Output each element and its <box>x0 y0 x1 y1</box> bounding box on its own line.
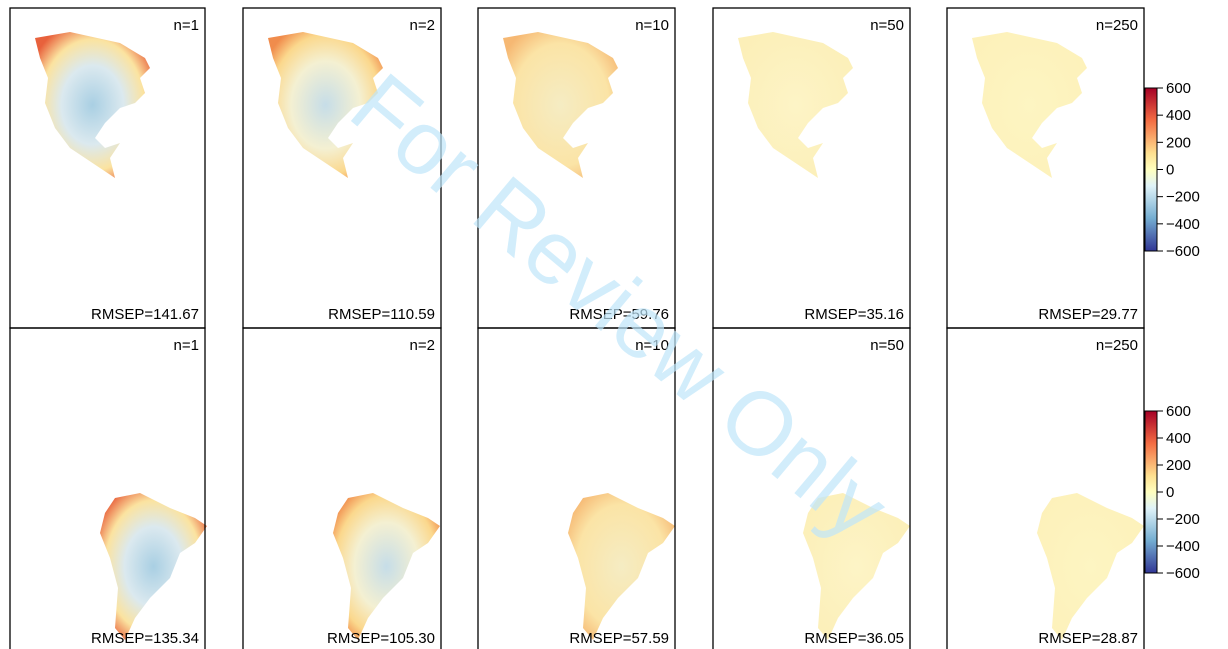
colorbar-tick-label: 400 <box>1166 107 1191 124</box>
rmsep-label: RMSEP=141.67 <box>91 306 199 323</box>
colorbar-tick-label: 400 <box>1166 430 1191 447</box>
panels: n=1RMSEP=141.67n=2RMSEP=110.59n=10RMSEP=… <box>9 7 1200 649</box>
map-region <box>100 493 207 640</box>
panel-n-label: n=250 <box>1096 337 1138 354</box>
colorbar <box>1144 410 1158 574</box>
rmsep-label: RMSEP=110.59 <box>328 306 435 323</box>
rmsep-label: RMSEP=135.34 <box>91 630 199 647</box>
rmsep-label: RMSEP=59.76 <box>569 306 669 323</box>
rmsep-label: RMSEP=29.77 <box>1038 306 1138 323</box>
colorbar-tick-label: −600 <box>1166 565 1200 582</box>
colorbar-tick-label: −600 <box>1166 243 1200 260</box>
colorbar-tick-label: 0 <box>1166 162 1174 179</box>
map-region <box>333 493 440 640</box>
colorbar-tick-label: 0 <box>1166 484 1174 501</box>
panel-frame <box>9 327 206 649</box>
colorbar <box>1144 87 1158 252</box>
rmsep-label: RMSEP=36.05 <box>804 630 904 647</box>
map-region <box>503 32 618 178</box>
map-region <box>268 32 383 178</box>
rmsep-label: RMSEP=105.30 <box>327 630 435 647</box>
colorbar-tick-label: −400 <box>1166 216 1200 233</box>
colorbar-tick-label: 600 <box>1166 403 1191 420</box>
panel-n-label: n=50 <box>870 17 904 34</box>
panel-n-label: n=10 <box>635 337 669 354</box>
colorbar-tick-label: −200 <box>1166 189 1200 206</box>
map-region <box>803 493 910 640</box>
colorbar-tick-label: −400 <box>1166 538 1200 555</box>
panel-n-label: n=1 <box>174 17 199 34</box>
colorbar-tick-label: 600 <box>1166 80 1191 97</box>
rmsep-label: RMSEP=35.16 <box>804 306 904 323</box>
panel-n-label: n=250 <box>1096 17 1138 34</box>
panel-frame <box>712 327 911 649</box>
colorbar-tick-label: 200 <box>1166 457 1191 474</box>
rmsep-label: RMSEP=57.59 <box>569 630 669 647</box>
map-region <box>972 32 1087 178</box>
panel-frame <box>477 327 676 649</box>
map-region <box>1037 493 1144 640</box>
map-region <box>738 32 853 178</box>
panel-frame <box>242 327 442 649</box>
rmsep-label: RMSEP=28.87 <box>1038 630 1138 647</box>
panel-n-label: n=50 <box>870 337 904 354</box>
colorbar-tick-label: −200 <box>1166 511 1200 528</box>
panel-n-label: n=2 <box>410 337 435 354</box>
map-region <box>35 32 150 178</box>
panel-frame <box>946 327 1145 649</box>
panel-n-label: n=10 <box>635 17 669 34</box>
panel-n-label: n=1 <box>174 337 199 354</box>
map-region <box>568 493 675 640</box>
colorbar-tick-label: 200 <box>1166 134 1191 151</box>
panel-n-label: n=2 <box>410 17 435 34</box>
